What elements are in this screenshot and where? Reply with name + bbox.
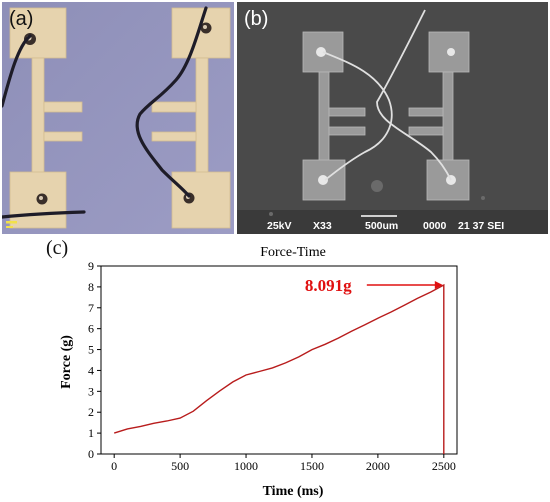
x-tick-label: 500: [171, 459, 189, 473]
x-tick-label: 2500: [432, 459, 456, 473]
panel-label-c: (c): [46, 237, 68, 259]
y-tick-label: 4: [88, 363, 94, 377]
y-tick-label: 2: [88, 405, 94, 419]
sem-code: 0000: [423, 220, 447, 232]
sem-session: 21 37 SEI: [458, 220, 504, 232]
x-tick-label: 0: [111, 459, 117, 473]
y-tick-label: 6: [88, 322, 94, 336]
panel-label-a: (a): [9, 8, 33, 30]
y-tick-label: 5: [88, 343, 94, 357]
force-time-chart: (c) Force-Time 0 500 1000 1500 2000 2500 0 1 2 3 4…: [46, 237, 458, 499]
peak-annotation-arrowhead: [434, 280, 443, 289]
optical-micrograph: (a): [2, 2, 234, 234]
y-tick-label: 3: [88, 384, 94, 398]
x-axis-label: Time (ms): [263, 484, 324, 499]
y-tick-label: 7: [88, 301, 94, 315]
y-tick-label: 0: [88, 447, 94, 461]
x-tick-label: 2000: [366, 459, 390, 473]
sem-magnification: X33: [313, 220, 332, 232]
panel-label-b: (b): [244, 8, 268, 30]
plot-area: 0 500 1000 1500 2000 2500 0 1 2 3 4 5 6 7 8 9 8.091g: [88, 259, 458, 473]
sem-scale: 500um: [365, 220, 398, 232]
x-tick-label: 1500: [300, 459, 324, 473]
y-tick-label: 1: [88, 426, 94, 440]
chart-title: Force-Time: [260, 245, 326, 260]
y-axis-label: Force (g): [59, 335, 74, 389]
y-tick-label: 8: [88, 280, 94, 294]
sem-voltage: 25kV: [267, 220, 292, 232]
y-tick-label: 9: [88, 259, 94, 273]
force-series-line: [113, 283, 445, 454]
x-tick-label: 1000: [234, 459, 258, 473]
sem-micrograph: (b) 25kV X33 500um 0000 21 37 SEI: [237, 2, 548, 234]
plot-frame: [100, 265, 458, 455]
peak-annotation-label: 8.091g: [305, 276, 352, 295]
